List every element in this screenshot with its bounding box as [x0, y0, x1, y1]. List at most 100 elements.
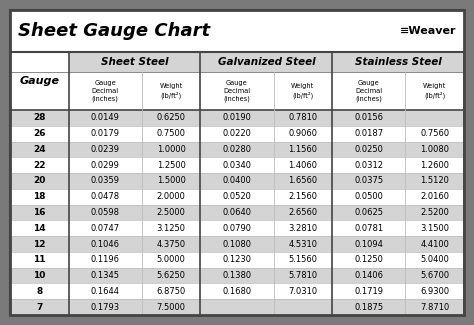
Bar	[69, 52, 201, 72]
Text: 24: 24	[33, 145, 46, 154]
Text: Sheet Steel: Sheet Steel	[101, 57, 168, 67]
Text: 2.1560: 2.1560	[288, 192, 318, 201]
Text: 1.4060: 1.4060	[288, 161, 318, 170]
Text: 0.1793: 0.1793	[91, 303, 120, 312]
Text: 11: 11	[33, 255, 46, 264]
Text: 0.0299: 0.0299	[91, 161, 119, 170]
Text: Sheet Gauge Chart: Sheet Gauge Chart	[18, 22, 210, 40]
Bar	[10, 236, 464, 252]
Text: 5.6700: 5.6700	[420, 271, 449, 280]
Text: 5.7810: 5.7810	[288, 271, 318, 280]
Text: 5.1560: 5.1560	[288, 255, 318, 264]
Text: Gauge
Decimal
(inches): Gauge Decimal (inches)	[223, 80, 251, 102]
Text: 0.0149: 0.0149	[91, 113, 119, 123]
Text: Gauge: Gauge	[19, 76, 59, 86]
Text: 6.9300: 6.9300	[420, 287, 449, 296]
Text: 0.0747: 0.0747	[91, 224, 120, 233]
Text: Stainless Steel: Stainless Steel	[355, 57, 441, 67]
Text: 1.0000: 1.0000	[157, 145, 185, 154]
Text: 0.0239: 0.0239	[91, 145, 120, 154]
Text: 0.0280: 0.0280	[222, 145, 252, 154]
Bar	[10, 220, 464, 236]
Text: 4.3750: 4.3750	[156, 240, 186, 249]
Text: 1.1560: 1.1560	[288, 145, 318, 154]
Text: 28: 28	[33, 113, 46, 123]
Text: Gauge
Decimal
(inches): Gauge Decimal (inches)	[355, 80, 383, 102]
Text: 0.0781: 0.0781	[354, 224, 383, 233]
Text: 0.1250: 0.1250	[355, 255, 383, 264]
Text: 5.6250: 5.6250	[156, 271, 186, 280]
Text: ≡Weaver: ≡Weaver	[400, 26, 456, 36]
Text: 4.4100: 4.4100	[420, 240, 449, 249]
Bar	[201, 52, 332, 72]
Bar	[10, 283, 464, 299]
Text: 0.0520: 0.0520	[223, 192, 251, 201]
Text: 3.1500: 3.1500	[420, 224, 449, 233]
Text: 0.0190: 0.0190	[223, 113, 251, 123]
Text: 0.7500: 0.7500	[156, 129, 186, 138]
Text: 3.1250: 3.1250	[156, 224, 186, 233]
Text: 0.0790: 0.0790	[222, 224, 252, 233]
Text: 16: 16	[33, 208, 46, 217]
Text: 0.1719: 0.1719	[354, 287, 383, 296]
Text: 0.0598: 0.0598	[91, 208, 120, 217]
Text: 2.0000: 2.0000	[157, 192, 185, 201]
Text: 0.1094: 0.1094	[355, 240, 383, 249]
Text: 5.0400: 5.0400	[420, 255, 449, 264]
Text: 0.0640: 0.0640	[222, 208, 252, 217]
Bar	[10, 10, 464, 52]
Text: 0.0312: 0.0312	[354, 161, 383, 170]
Text: 0.1680: 0.1680	[222, 287, 252, 296]
Text: 2.5200: 2.5200	[420, 208, 449, 217]
Text: 0.0400: 0.0400	[223, 176, 251, 186]
Text: 0.7810: 0.7810	[288, 113, 318, 123]
Text: 0.1196: 0.1196	[91, 255, 120, 264]
Text: 0.9060: 0.9060	[288, 129, 318, 138]
Text: 0.0179: 0.0179	[91, 129, 120, 138]
Text: 14: 14	[33, 224, 46, 233]
Text: 0.7560: 0.7560	[420, 129, 449, 138]
Bar	[10, 126, 464, 142]
Text: 0.0220: 0.0220	[223, 129, 251, 138]
Text: 0.1406: 0.1406	[354, 271, 383, 280]
Text: 0.0500: 0.0500	[355, 192, 383, 201]
Text: 0.6250: 0.6250	[156, 113, 186, 123]
Text: 7: 7	[36, 303, 43, 312]
Text: 3.2810: 3.2810	[288, 224, 318, 233]
Bar	[10, 173, 464, 189]
Text: 0.0156: 0.0156	[354, 113, 383, 123]
Text: 22: 22	[33, 161, 46, 170]
Text: 1.2500: 1.2500	[157, 161, 185, 170]
Bar	[10, 268, 464, 283]
Text: 0.0359: 0.0359	[91, 176, 120, 186]
Text: 0.1644: 0.1644	[91, 287, 120, 296]
Text: 0.0340: 0.0340	[222, 161, 252, 170]
Text: 2.0160: 2.0160	[420, 192, 449, 201]
Text: Gauge
Decimal
(inches): Gauge Decimal (inches)	[91, 80, 119, 102]
Bar	[10, 299, 464, 315]
Text: 6.8750: 6.8750	[156, 287, 186, 296]
Text: 4.5310: 4.5310	[288, 240, 318, 249]
Text: 12: 12	[33, 240, 46, 249]
Bar	[10, 252, 464, 268]
Text: 5.0000: 5.0000	[157, 255, 185, 264]
Text: 0.1345: 0.1345	[91, 271, 120, 280]
Text: 1.6560: 1.6560	[288, 176, 318, 186]
Bar	[10, 205, 464, 220]
Text: 7.0310: 7.0310	[288, 287, 318, 296]
Text: 2.5000: 2.5000	[157, 208, 185, 217]
Text: 0.0375: 0.0375	[354, 176, 383, 186]
Text: 7.5000: 7.5000	[156, 303, 186, 312]
Text: 0.0250: 0.0250	[355, 145, 383, 154]
Text: 0.1230: 0.1230	[222, 255, 252, 264]
Text: 1.2600: 1.2600	[420, 161, 449, 170]
Text: 7.8710: 7.8710	[420, 303, 449, 312]
Text: 0.1875: 0.1875	[354, 303, 383, 312]
Bar	[10, 110, 464, 126]
Text: 1.5120: 1.5120	[420, 176, 449, 186]
Bar	[10, 52, 464, 110]
Text: Weight
(lb/ft²): Weight (lb/ft²)	[423, 83, 447, 99]
Text: 2.6560: 2.6560	[288, 208, 318, 217]
Text: 1.5000: 1.5000	[157, 176, 185, 186]
Text: 0.1046: 0.1046	[91, 240, 120, 249]
